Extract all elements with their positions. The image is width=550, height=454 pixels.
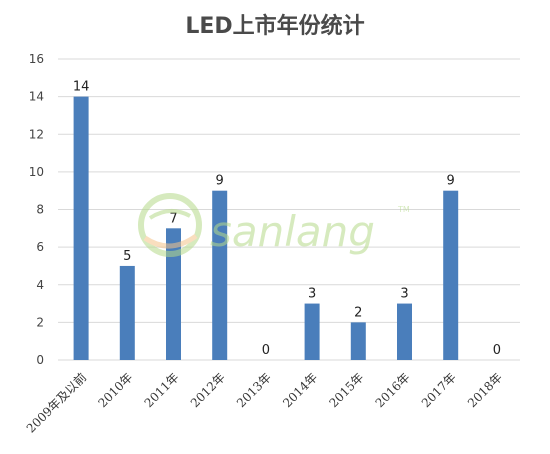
chart-title: LED上市年份统计 — [185, 14, 365, 39]
bar — [212, 190, 228, 360]
x-tick-label: 2013年 — [234, 370, 274, 410]
bar — [166, 228, 181, 360]
bar — [397, 303, 412, 360]
x-tick-label: 2014年 — [280, 370, 320, 410]
x-tick-label: 2015年 — [326, 370, 366, 410]
x-axis-categories: 2009年及以前 2010年 2011年 2012年 2013年 2014年 2015年 20… — [23, 370, 505, 436]
y-tick-label: 4 — [36, 278, 44, 292]
x-tick-label: 2017年 — [419, 370, 459, 410]
y-tick-label: 6 — [36, 240, 44, 254]
bars — [73, 96, 459, 360]
data-label: 9 — [216, 174, 224, 189]
data-label: 3 — [400, 287, 408, 302]
data-label: 0 — [493, 343, 501, 358]
bar — [443, 190, 459, 360]
x-tick-label: 2016年 — [373, 370, 413, 410]
data-labels: 14 5 7 9 0 3 2 3 9 0 — [73, 80, 501, 358]
x-tick-label: 2009年及以前 — [23, 370, 89, 436]
data-label: 7 — [169, 211, 177, 226]
data-label: 2 — [354, 305, 362, 320]
y-tick-label: 8 — [36, 203, 44, 217]
y-tick-label: 14 — [29, 90, 44, 104]
bar — [304, 303, 320, 360]
watermark-logo: sanlang TM — [138, 193, 410, 257]
y-tick-label: 12 — [29, 127, 44, 141]
gridlines — [58, 58, 520, 361]
data-label: 0 — [262, 343, 270, 358]
data-label: 14 — [73, 80, 90, 95]
bar — [119, 265, 135, 360]
data-label: 3 — [308, 287, 316, 302]
watermark-trademark: TM — [397, 205, 410, 214]
y-tick-label: 16 — [29, 52, 44, 66]
y-tick-label: 10 — [29, 165, 44, 179]
watermark-text: sanlang — [210, 207, 375, 256]
bar — [350, 322, 366, 360]
data-label: 5 — [123, 249, 131, 264]
y-tick-label: 2 — [36, 315, 44, 329]
x-tick-label: 2011年 — [142, 370, 182, 410]
x-tick-label: 2012年 — [188, 370, 228, 410]
watermark-swirl-accent — [143, 233, 198, 249]
y-axis-ticks: 0 2 4 6 8 10 12 14 16 — [29, 52, 44, 367]
y-tick-label: 0 — [36, 353, 44, 367]
watermark-swirl-inner — [148, 209, 191, 220]
data-label: 9 — [447, 174, 455, 189]
x-tick-label: 2018年 — [465, 370, 505, 410]
watermark-swirl-icon — [138, 193, 202, 257]
bar — [73, 96, 89, 360]
x-tick-label: 2010年 — [95, 370, 135, 410]
